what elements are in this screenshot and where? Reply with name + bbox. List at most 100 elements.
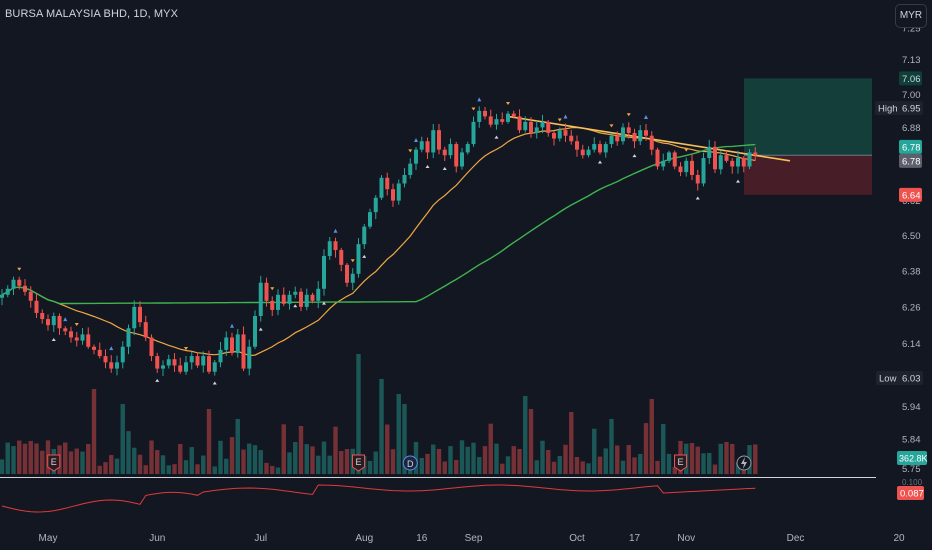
lightning-icon: [741, 457, 747, 469]
buy-signal-marker: [425, 165, 430, 169]
stop-price-label: 6.64: [899, 187, 922, 202]
volume-bar: [97, 465, 102, 474]
candle: [276, 289, 280, 316]
volume-bar: [488, 423, 493, 474]
volume-label: 362.8K: [897, 451, 928, 465]
candle: [626, 122, 631, 139]
candle-body: [172, 359, 177, 366]
buy-signal-marker: [442, 167, 447, 171]
signal-marker: [477, 97, 482, 102]
candle-body: [207, 356, 211, 372]
candle-body: [138, 306, 142, 323]
volume-bar: [224, 458, 229, 474]
candle-body: [552, 132, 556, 139]
sell-signal-marker: [350, 259, 355, 263]
dividend-badge: [402, 455, 418, 471]
volume-bar: [528, 409, 534, 474]
close-label-text: 6.78: [902, 156, 921, 167]
earnings-label: E: [356, 457, 362, 467]
candle-body: [28, 291, 33, 301]
candle: [523, 116, 528, 133]
candle: [500, 112, 505, 125]
candle: [362, 224, 367, 249]
candle-body: [730, 160, 735, 167]
volume-bar: [5, 442, 10, 474]
candle-body: [235, 334, 240, 353]
candle: [580, 144, 585, 159]
event-markers: E E ED: [47, 454, 752, 472]
candle-body: [5, 288, 10, 295]
candle-body: [753, 152, 758, 156]
candle-body: [414, 149, 418, 164]
candle-body: [471, 121, 476, 145]
candle: [690, 154, 694, 181]
candle: [63, 326, 68, 336]
candle-body: [529, 121, 533, 133]
volume-bar: [235, 419, 240, 474]
signal-marker: [333, 228, 338, 233]
trendline-layer: [507, 115, 791, 162]
chart-title: BURSA MALAYSIA BHD, 1D, MYX: [5, 8, 179, 20]
earnings-badge: [674, 454, 687, 472]
price-labels: 7.06 High 6.95 6.78 6.78 6.64 Low 6.03 362.8K 0.1…: [875, 71, 928, 500]
candle-body: [276, 294, 280, 310]
candle: [46, 314, 50, 331]
volume-bar: [114, 458, 120, 474]
candle-body: [299, 291, 303, 307]
volume-bar: [385, 424, 390, 474]
volume-bar: [638, 453, 643, 474]
candle-body: [523, 121, 528, 131]
time-tick-label: May: [39, 533, 58, 544]
time-tick-label: Jun: [149, 533, 165, 544]
candle-body: [695, 174, 700, 184]
candle: [80, 328, 85, 345]
oscillator-pane: [1, 484, 756, 513]
time-tick-label: 17: [629, 533, 641, 544]
candle-body: [34, 300, 39, 313]
candle: [695, 169, 700, 191]
candle: [747, 149, 752, 170]
candle-body: [322, 255, 326, 289]
close-up-label-text: 6.78: [902, 142, 921, 153]
price-tick-label: 6.88: [902, 123, 921, 134]
candle-body: [655, 149, 660, 167]
volume-bar: [143, 465, 148, 474]
candle: [373, 195, 378, 220]
candle: [11, 276, 16, 296]
candle: [724, 150, 729, 163]
oscillator-line: [1, 484, 756, 513]
candle: [230, 332, 234, 356]
candle-body: [615, 135, 620, 142]
candle-body: [603, 144, 608, 153]
candle-body: [454, 144, 459, 167]
candle-body: [419, 141, 424, 150]
candle: [218, 341, 223, 368]
candle-body: [690, 160, 694, 175]
volume-bar: [281, 424, 286, 474]
candle-body: [115, 362, 119, 369]
candle: [97, 342, 102, 359]
volume-bar: [293, 442, 298, 474]
volume-bar: [120, 404, 125, 474]
currency-button[interactable]: MYR: [895, 4, 927, 28]
candle: [414, 146, 418, 171]
candle: [621, 123, 625, 145]
volume-bar: [80, 451, 85, 474]
high-price-label: High 6.95: [875, 101, 923, 116]
earnings-marker: E: [674, 454, 687, 472]
volume-bar: [183, 460, 189, 474]
candle-body: [638, 130, 643, 142]
candle-body: [540, 121, 545, 128]
candle: [178, 357, 183, 374]
low-price-label: Low 6.03: [876, 371, 923, 386]
candle: [483, 107, 487, 120]
candle-body: [408, 163, 413, 175]
buy-signal-marker: [632, 154, 637, 158]
time-tick-label: Dec: [787, 533, 805, 544]
candle: [138, 301, 142, 327]
candle-body: [350, 273, 355, 283]
candle: [86, 327, 91, 349]
candle: [649, 131, 654, 156]
trendline: [507, 115, 791, 162]
